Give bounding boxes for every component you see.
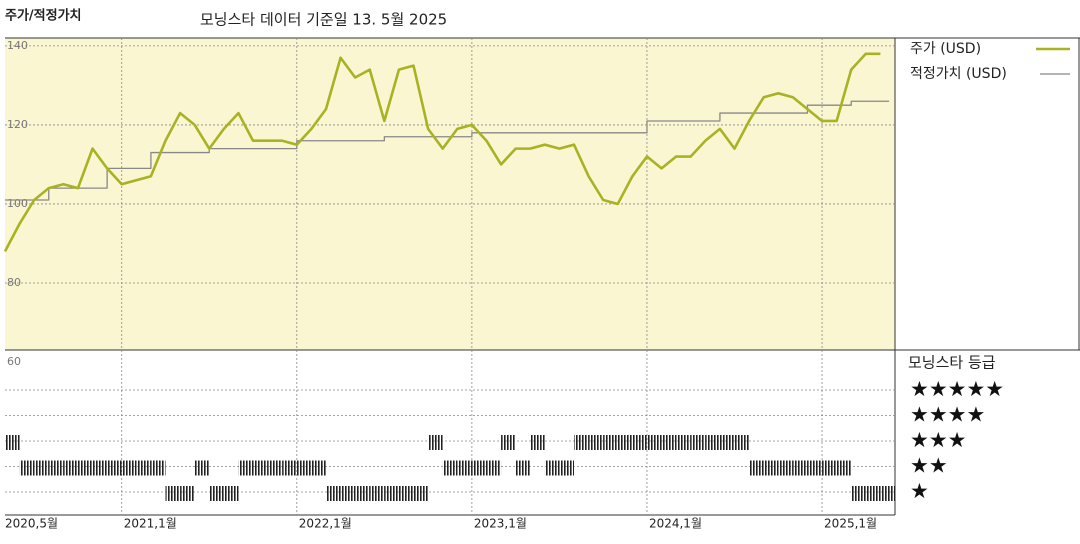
rating-bar: [880, 486, 895, 501]
rating-bar: [690, 435, 706, 450]
x-tick-label: 2020,5월: [5, 517, 58, 531]
rating-bar: [194, 460, 210, 476]
rating-bar: [574, 435, 589, 450]
rating-bar: [384, 486, 399, 501]
chart-title: 주가/적정가치: [5, 8, 82, 24]
rating-bar: [136, 460, 151, 476]
rating-bar: [107, 460, 122, 476]
rating-bar: [340, 486, 356, 501]
rating-bar: [661, 435, 677, 450]
rating-bar: [92, 460, 108, 476]
rating-bar: [253, 460, 268, 476]
rating-bar: [165, 486, 181, 501]
rating-bar: [77, 460, 93, 476]
rating-bar: [121, 460, 137, 476]
rating-level: ★★: [910, 454, 948, 478]
series-line: [5, 100, 890, 201]
y-tick-label: 100: [7, 197, 28, 210]
rating-bar: [311, 460, 326, 476]
rating-bar: [34, 460, 49, 476]
rating-bar: [5, 435, 20, 450]
rating-bar: [355, 486, 370, 501]
rating-bar: [471, 460, 487, 476]
rating-bar: [778, 460, 793, 476]
rating-bar: [559, 460, 575, 476]
rating-level: ★★★★: [910, 403, 985, 427]
rating-bar: [180, 486, 195, 501]
rating-bar: [719, 435, 735, 450]
rating-bar: [646, 435, 662, 450]
rating-level: ★: [910, 479, 929, 503]
rating-bar: [296, 460, 312, 476]
rating-bar: [617, 435, 633, 450]
rating-bar: [19, 460, 35, 476]
rating-bar: [734, 435, 750, 450]
rating-bar: [48, 460, 64, 476]
rating-bar: [749, 460, 764, 476]
rating-bar: [588, 435, 604, 450]
chart-subtitle: 모닝스타 데이터 기준일 13. 5월 2025: [200, 11, 447, 29]
legend-label: 주가 (USD): [910, 41, 981, 57]
rating-bar: [325, 486, 341, 501]
series-line: [3, 52, 881, 252]
rating-bar: [486, 460, 502, 476]
rating-bar: [63, 460, 78, 476]
rating-bar: [413, 486, 429, 501]
rating-bar: [822, 460, 837, 476]
y-tick-label: 80: [7, 276, 21, 289]
rating-bar: [530, 435, 545, 450]
rating-bar: [603, 435, 618, 450]
rating-bar: [238, 460, 254, 476]
rating-bar: [282, 460, 297, 476]
y-tick-label: 120: [7, 118, 28, 131]
rating-bar: [544, 460, 560, 476]
rating-bar: [150, 460, 166, 476]
y-tick-label: 60: [7, 355, 21, 368]
x-tick-label: 2025,1월: [824, 517, 877, 531]
rating-bar: [515, 460, 531, 476]
x-tick-label: 2023,1월: [474, 517, 527, 531]
rating-bar: [442, 460, 458, 476]
x-tick-label: 2021,1월: [124, 517, 177, 531]
rating-bar: [209, 486, 224, 501]
rating-bar: [369, 486, 385, 501]
rating-bar: [807, 460, 823, 476]
rating-bar: [705, 435, 720, 450]
rating-bar: [792, 460, 808, 476]
rating-bar: [676, 435, 691, 450]
rating-bar: [865, 486, 881, 501]
rating-bar: [501, 435, 516, 450]
legend-label: 적정가치 (USD): [910, 66, 1007, 82]
rating-level: ★★★: [910, 428, 966, 452]
y-tick-label: 140: [7, 39, 28, 52]
price-panel: [5, 38, 895, 350]
rating-bar: [428, 435, 443, 450]
rating-bar: [763, 460, 779, 476]
rating-bar: [398, 486, 414, 501]
rating-bar: [223, 486, 239, 501]
rating-title: 모닝스타 등급: [908, 354, 996, 372]
rating-bar: [457, 460, 472, 476]
rating-level: ★★★★★: [910, 377, 1004, 401]
rating-bar: [632, 435, 647, 450]
x-tick-label: 2022,1월: [299, 517, 352, 531]
rating-bar: [836, 460, 852, 476]
rating-bar: [851, 486, 866, 501]
rating-bar: [267, 460, 283, 476]
x-tick-label: 2024,1월: [649, 517, 702, 531]
